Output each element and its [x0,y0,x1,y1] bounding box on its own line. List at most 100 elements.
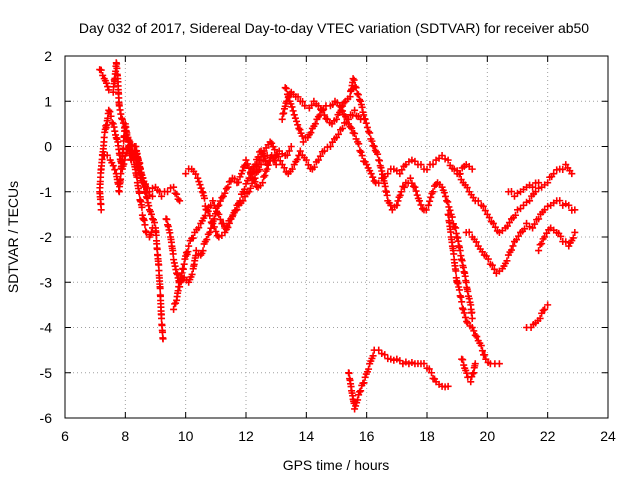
data-point [459,305,467,313]
data-point [445,203,453,211]
data-point [452,267,460,275]
data-point [460,361,468,369]
data-point [571,228,579,236]
data-point [148,215,156,223]
x-tick-label: 12 [238,428,254,444]
data-point [314,156,322,164]
series-s1 [96,59,167,343]
data-point [411,183,419,191]
y-tick-label: -4 [40,320,53,336]
data-point [301,102,309,110]
data-point [352,402,360,410]
data-point [515,232,523,240]
data-point [274,153,282,161]
data-point [109,162,117,170]
data-point [182,170,190,178]
data-point [266,138,274,146]
data-point [366,129,374,137]
data-point [212,204,220,212]
data-point [293,117,301,125]
data-point [215,210,223,218]
data-point [231,175,239,183]
data-point [158,314,166,322]
data-point [102,79,110,87]
data-point [394,197,402,205]
data-point [458,298,466,306]
data-point [141,221,149,229]
data-point [400,183,408,191]
series-s17 [523,301,552,331]
plot-frame [64,55,609,419]
data-point [194,174,202,182]
data-point [203,236,211,244]
data-point [444,156,452,164]
data-point [276,157,284,165]
x-tick-label: 8 [121,428,129,444]
data-point [370,143,378,150]
data-point [417,161,425,169]
y-tick-label: -6 [40,410,53,426]
data-point [509,242,517,250]
data-point [423,166,431,174]
data-point [356,388,364,396]
data-point [357,148,365,156]
data-point [103,151,111,159]
data-point [471,331,479,339]
data-point [207,224,215,232]
data-point [195,178,203,186]
data-point [239,167,247,175]
data-point [210,223,218,231]
data-point [280,164,288,172]
data-point [412,187,420,195]
data-point [357,387,365,395]
data-point [441,192,449,200]
data-point [531,220,539,228]
data-point [138,203,146,211]
data-point [348,124,356,132]
data-point [495,360,503,368]
data-point [272,161,280,169]
data-point [529,183,537,191]
data-point [358,152,366,160]
data-point [311,120,319,128]
chart-title: Day 032 of 2017, Sidereal Day-to-day VTE… [79,20,589,36]
data-point [485,214,493,222]
data-point [248,174,256,182]
data-point [544,179,552,187]
data-point [446,206,454,214]
data-point [536,241,544,249]
data-point [535,215,543,223]
x-tick-label: 18 [419,428,435,444]
data-point [541,206,549,214]
data-point [316,111,324,119]
data-point [353,90,361,98]
data-point [242,180,250,188]
data-point [346,123,354,131]
data-point [529,224,537,232]
data-point [137,170,145,178]
data-point [503,257,511,265]
data-point [381,351,389,359]
data-point [199,247,207,255]
data-point [396,191,404,199]
series-s14 [444,210,503,368]
data-point [261,171,269,179]
data-point [368,137,376,145]
data-point [262,157,270,165]
data-point [296,147,304,155]
data-point [299,98,307,106]
data-point [293,156,301,164]
data-point [460,309,468,317]
data-point [550,170,558,178]
data-point [171,189,179,197]
data-point [468,308,476,316]
data-point [444,198,452,206]
data-point [245,188,253,196]
data-point [104,83,112,91]
data-point [393,201,401,209]
data-point [418,205,426,213]
data-point [374,150,382,158]
data-point [263,161,271,169]
data-point [367,170,375,178]
data-point [105,86,113,94]
